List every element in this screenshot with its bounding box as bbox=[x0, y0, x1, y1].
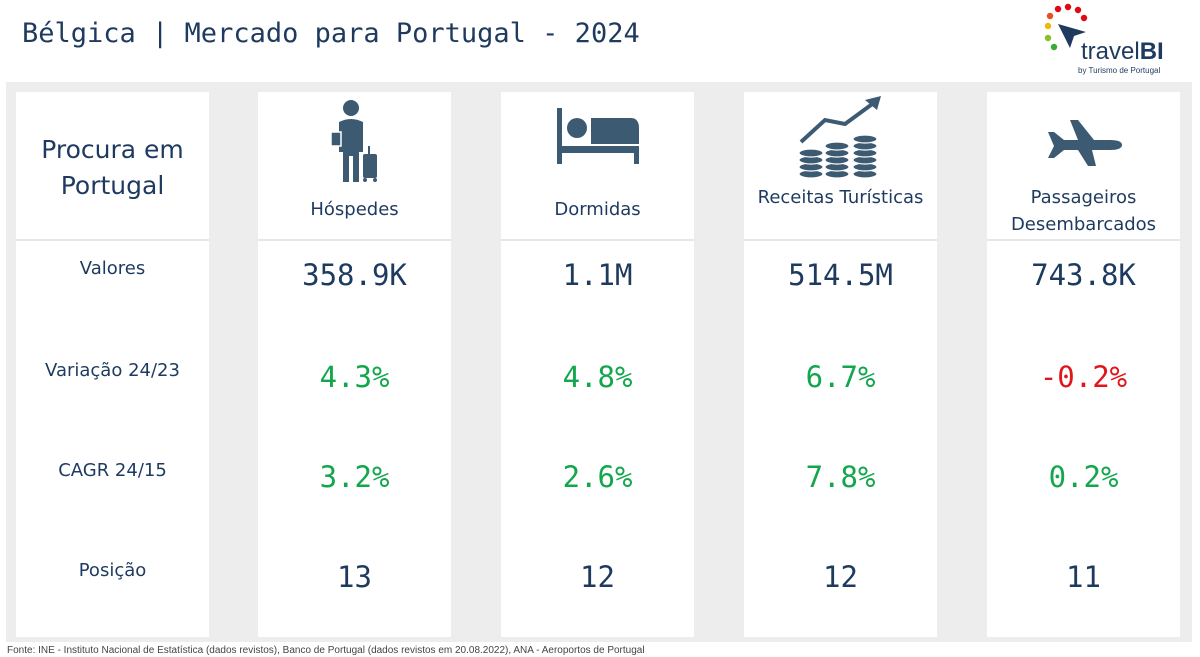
metric-valor: 1.1M bbox=[562, 258, 633, 292]
metric-header: Passageiros Desembarcados bbox=[987, 92, 1180, 241]
metric-label: Hóspedes bbox=[310, 199, 399, 220]
metric-label: Passageiros Desembarcados bbox=[1010, 187, 1157, 235]
metric-column-dormidas: Dormidas 1.1M 4.8% 2.6% 12 bbox=[501, 92, 694, 637]
logo-subtitle: by Turismo de Portugal bbox=[1078, 66, 1161, 75]
logo-wordmark: travelBI bbox=[1081, 38, 1164, 65]
airplane-icon bbox=[1047, 120, 1122, 166]
page-title: Bélgica | Mercado para Portugal - 2024 bbox=[22, 18, 640, 49]
metric-posicao: 13 bbox=[337, 560, 372, 594]
metric-cagr: 0.2% bbox=[1048, 460, 1119, 494]
metric-cagr: 3.2% bbox=[319, 460, 390, 494]
logo-dots-icon bbox=[1044, 3, 1088, 51]
row-label-valores: Valores bbox=[79, 258, 146, 279]
metric-posicao: 11 bbox=[1066, 560, 1101, 594]
metric-variacao: 4.3% bbox=[319, 360, 390, 394]
travelbi-logo[interactable]: travelBI by Turismo de Portugal bbox=[1036, 2, 1186, 78]
metric-column-hospedes: Hóspedes 358.9K 4.3% 3.2% 13 bbox=[258, 92, 451, 637]
metric-valor: 514.5M bbox=[788, 258, 893, 292]
metric-variacao: -0.2% bbox=[1039, 360, 1128, 394]
bed-icon bbox=[556, 108, 639, 164]
metric-variacao: 6.7% bbox=[805, 360, 876, 394]
metric-header: Dormidas bbox=[501, 92, 694, 241]
metric-header: Receitas Turísticas bbox=[744, 92, 937, 241]
metric-posicao: 12 bbox=[823, 560, 858, 594]
header-bar: Bélgica | Mercado para Portugal - 2024 t… bbox=[0, 0, 1200, 82]
metric-cagr: 7.8% bbox=[805, 460, 876, 494]
metric-column-receitas: Receitas Turísticas 514.5M 6.7% 7.8% 12 bbox=[744, 92, 937, 637]
metric-variacao: 4.8% bbox=[562, 360, 633, 394]
traveler-icon bbox=[329, 100, 377, 182]
metric-valor: 358.9K bbox=[302, 258, 407, 292]
metric-header: Hóspedes bbox=[258, 92, 451, 241]
coins-growth-icon bbox=[797, 96, 881, 179]
metric-label: Receitas Turísticas bbox=[757, 187, 924, 208]
section-title: Procura em Portugal bbox=[41, 135, 184, 200]
row-label-posicao: Posição bbox=[78, 560, 147, 581]
metric-label: Dormidas bbox=[554, 199, 641, 220]
metric-column-passageiros: Passageiros Desembarcados 743.8K -0.2% 0… bbox=[987, 92, 1180, 637]
section-header: Procura em Portugal bbox=[16, 92, 209, 241]
row-label-variacao: Variação 24/23 bbox=[45, 360, 180, 381]
source-footnote: Fonte: INE - Instituto Nacional de Estat… bbox=[7, 645, 645, 656]
metric-cagr: 2.6% bbox=[562, 460, 633, 494]
metric-valor: 743.8K bbox=[1031, 258, 1136, 292]
row-labels-column: Procura em Portugal Valores Variação 24/… bbox=[16, 92, 209, 637]
row-label-cagr: CAGR 24/15 bbox=[58, 460, 167, 481]
metric-posicao: 12 bbox=[580, 560, 615, 594]
